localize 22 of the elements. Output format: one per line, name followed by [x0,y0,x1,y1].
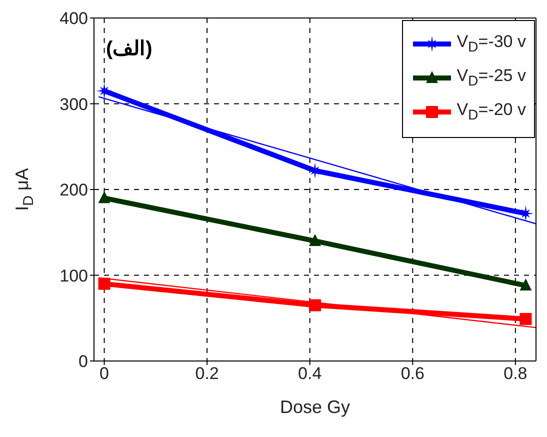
x-tick-label: 0 [100,364,110,384]
point [98,278,110,290]
x-tick-label: 0.2 [195,364,219,384]
y-tick-label: 100 [60,266,88,286]
legend-label: V$_{D}$=-30 v [456,32,526,56]
y-tick-label: 400 [60,9,88,28]
point [520,278,532,291]
x-tick-label: 0.6 [400,364,424,384]
point [96,82,112,99]
y-tick-label: 300 [60,94,88,114]
annotation: (الف) [106,37,152,61]
legend-label: V$_{D}$=-25 v [456,66,526,90]
y-tick-label: 0 [78,352,88,372]
point [309,234,321,246]
x-tick-label: 0.4 [298,364,322,384]
point [520,312,532,325]
legend-label: V$_{D}$=-20 v [456,100,526,124]
point [309,299,321,312]
x-tick-label: 0.8 [504,364,528,384]
point [98,191,110,204]
x-axis-title: Dose Gy [280,397,350,417]
y-tick-label: 200 [60,180,88,200]
